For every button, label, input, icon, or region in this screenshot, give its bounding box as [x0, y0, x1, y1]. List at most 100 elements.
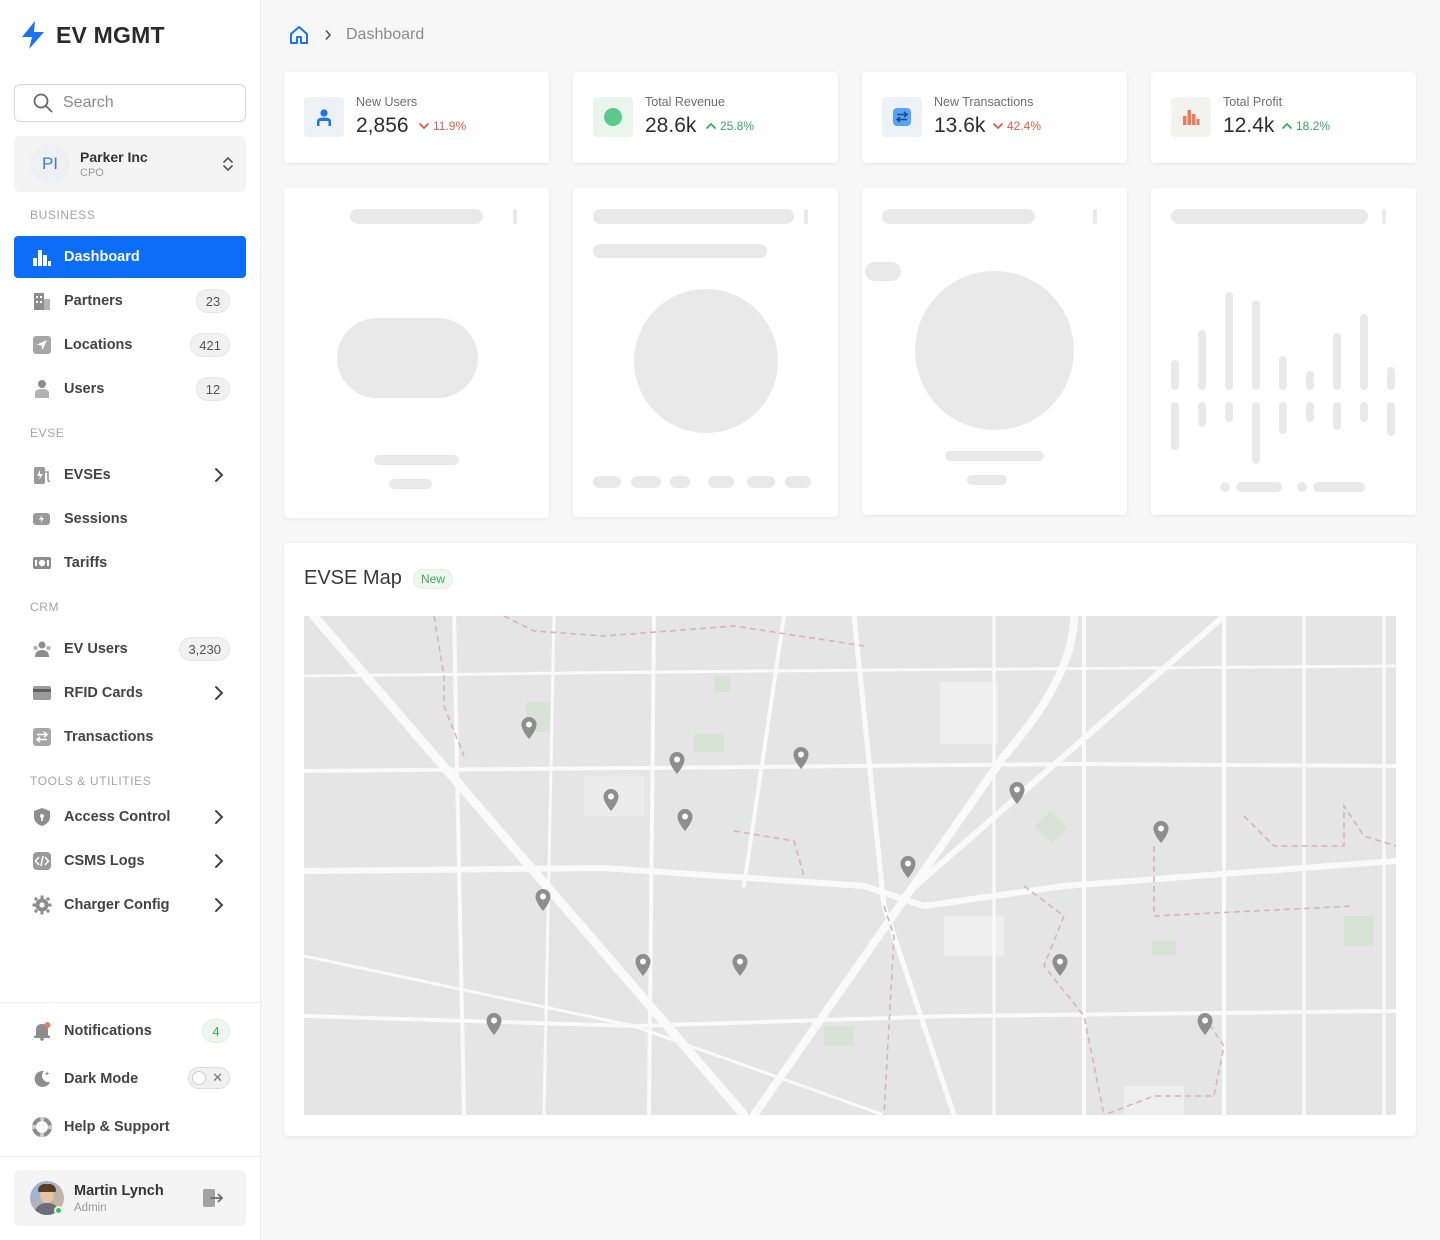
nav-charger-config[interactable]: Charger Config: [14, 884, 246, 926]
evse-map[interactable]: [304, 616, 1396, 1115]
skeleton-legend: [631, 476, 661, 488]
nav-sessions[interactable]: Sessions: [14, 498, 246, 540]
nav-rfid-cards[interactable]: RFID Cards: [14, 672, 246, 714]
lightning-icon: [22, 21, 44, 49]
dark-mode-toggle[interactable]: ✕: [188, 1067, 230, 1089]
bar-chart-icon: [1171, 97, 1211, 137]
search-input[interactable]: [63, 94, 213, 112]
skeleton-bar: [1279, 402, 1287, 434]
map-pin-icon[interactable]: [486, 1013, 502, 1035]
user-name: Martin Lynch: [74, 1182, 164, 1199]
nav-partners[interactable]: Partners 23: [14, 280, 246, 322]
map-pin-icon[interactable]: [1052, 954, 1068, 976]
nav-label: Access Control: [64, 809, 171, 825]
map-pin-icon[interactable]: [1153, 821, 1169, 843]
org-role: CPO: [80, 167, 104, 179]
code-icon: [32, 851, 52, 871]
home-icon[interactable]: [288, 24, 310, 46]
nav-locations[interactable]: Locations 421: [14, 324, 246, 366]
nav-label: Charger Config: [64, 897, 170, 913]
nav-label: Help & Support: [64, 1119, 170, 1135]
skeleton-line: [389, 479, 432, 489]
stat-trend: 11.9%: [418, 119, 466, 133]
nav-label: RFID Cards: [64, 685, 143, 701]
nav-label: Partners: [64, 293, 123, 309]
revenue-icon: [593, 97, 633, 137]
nav-tariffs[interactable]: Tariffs: [14, 542, 246, 584]
section-business: BUSINESS: [30, 208, 96, 222]
org-name: Parker Inc: [80, 149, 148, 165]
chevron-right-icon: [325, 29, 332, 41]
chart-panel-loading-4: [1151, 188, 1416, 515]
nav-help-support[interactable]: Help & Support: [14, 1106, 246, 1148]
skeleton-menu: [1382, 209, 1386, 224]
lifebuoy-icon: [32, 1117, 52, 1137]
map-pin-icon[interactable]: [793, 747, 809, 769]
skeleton-bar: [1225, 292, 1233, 390]
nav-dark-mode: Dark Mode ✕: [14, 1058, 246, 1100]
navigation-arrow-icon: [32, 335, 52, 355]
skeleton-bar: [1360, 402, 1368, 422]
skeleton-tag: [865, 262, 901, 281]
skeleton-chart: [337, 318, 478, 398]
skeleton-legend: [747, 476, 775, 488]
nav-ev-users[interactable]: EV Users 3,230: [14, 628, 246, 670]
user-icon: [304, 97, 344, 137]
nav-evses[interactable]: EVSEs: [14, 454, 246, 496]
nav-access-control[interactable]: Access Control: [14, 796, 246, 838]
nav-transactions[interactable]: Transactions: [14, 716, 246, 758]
map-pin-icon[interactable]: [677, 809, 693, 831]
map-pin-icon[interactable]: [535, 889, 551, 911]
chevron-right-icon: [215, 898, 224, 912]
skeleton-legend: [708, 476, 734, 488]
map-pin-icon[interactable]: [1197, 1013, 1213, 1035]
brand[interactable]: EV MGMT: [20, 20, 165, 50]
user-card[interactable]: Martin Lynch Admin: [14, 1170, 246, 1226]
stat-label: New Users: [356, 95, 418, 109]
skeleton-legend: [670, 476, 690, 488]
money-icon: [32, 553, 52, 573]
nav-label: Dashboard: [64, 249, 140, 265]
skeleton-bar: [1360, 314, 1368, 390]
skeleton-bar: [1252, 300, 1260, 390]
logout-icon[interactable]: [202, 1187, 224, 1209]
nav-users[interactable]: Users 12: [14, 368, 246, 410]
chevron-right-icon: [215, 854, 224, 868]
gear-icon: [32, 895, 52, 915]
org-switcher[interactable]: PI Parker Inc CPO: [14, 136, 246, 192]
skeleton-bar: [1333, 402, 1341, 430]
stat-label: New Transactions: [934, 95, 1034, 109]
section-crm: CRM: [30, 600, 60, 614]
sidebar-divider: [0, 1156, 260, 1157]
map-pin-icon[interactable]: [521, 717, 537, 739]
map-pin-icon[interactable]: [1009, 782, 1025, 804]
map-roads: [304, 616, 1396, 1115]
skeleton-title: [593, 209, 794, 224]
skeleton-legend: [1313, 482, 1365, 492]
stat-value: 28.6k: [645, 114, 697, 137]
map-pin-icon[interactable]: [900, 856, 916, 878]
stat-trend-value: 25.8%: [720, 119, 755, 133]
count-badge: 12: [196, 377, 230, 401]
nav-csms-logs[interactable]: CSMS Logs: [14, 840, 246, 882]
avatar: [30, 1181, 64, 1215]
stat-label: Total Revenue: [645, 95, 725, 109]
nav-label: Locations: [64, 337, 133, 353]
skeleton-pie: [915, 271, 1074, 430]
map-pin-icon[interactable]: [732, 954, 748, 976]
skeleton-bar: [1252, 402, 1260, 464]
map-pin-icon[interactable]: [603, 789, 619, 811]
org-avatar: PI: [30, 144, 70, 184]
skeleton-title: [350, 209, 483, 224]
nav-notifications[interactable]: Notifications 4: [14, 1010, 246, 1052]
skeleton-bar: [1387, 367, 1395, 390]
skeleton-bar: [1306, 402, 1314, 422]
map-pin-icon[interactable]: [635, 954, 651, 976]
search-box[interactable]: [14, 84, 246, 122]
map-pin-icon[interactable]: [669, 752, 685, 774]
stat-trend-value: 18.2%: [1296, 119, 1331, 133]
skeleton-legend: [593, 476, 621, 488]
users-group-icon: [32, 639, 52, 659]
nav-dashboard[interactable]: Dashboard: [14, 236, 246, 278]
chart-panel-loading-3: [862, 188, 1127, 515]
